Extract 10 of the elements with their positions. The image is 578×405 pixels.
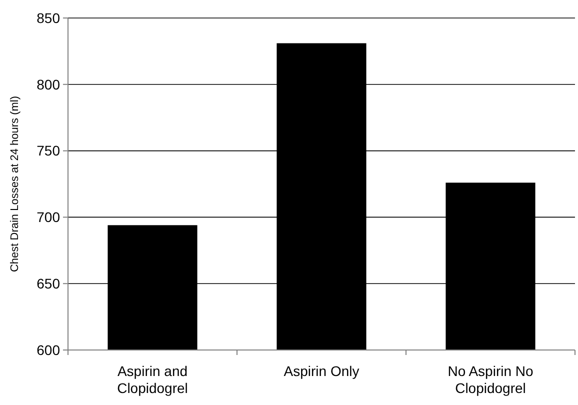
y-tick-label: 650 <box>36 276 60 292</box>
y-tick-label: 700 <box>36 209 60 226</box>
y-tick-label: 800 <box>36 76 60 92</box>
x-tick-label: Aspirin and Clopidogrel <box>117 363 188 396</box>
x-tick-label: Aspirin Only <box>284 363 360 379</box>
y-tick-label: 750 <box>36 142 60 159</box>
y-axis-title: Chest Drain Losses at 24 hours (ml) <box>9 96 21 272</box>
y-tick-label: 850 <box>36 10 60 26</box>
x-tick-label: No Aspirin No Clopidogrel <box>448 363 534 396</box>
y-tick-label: 600 <box>36 342 60 358</box>
